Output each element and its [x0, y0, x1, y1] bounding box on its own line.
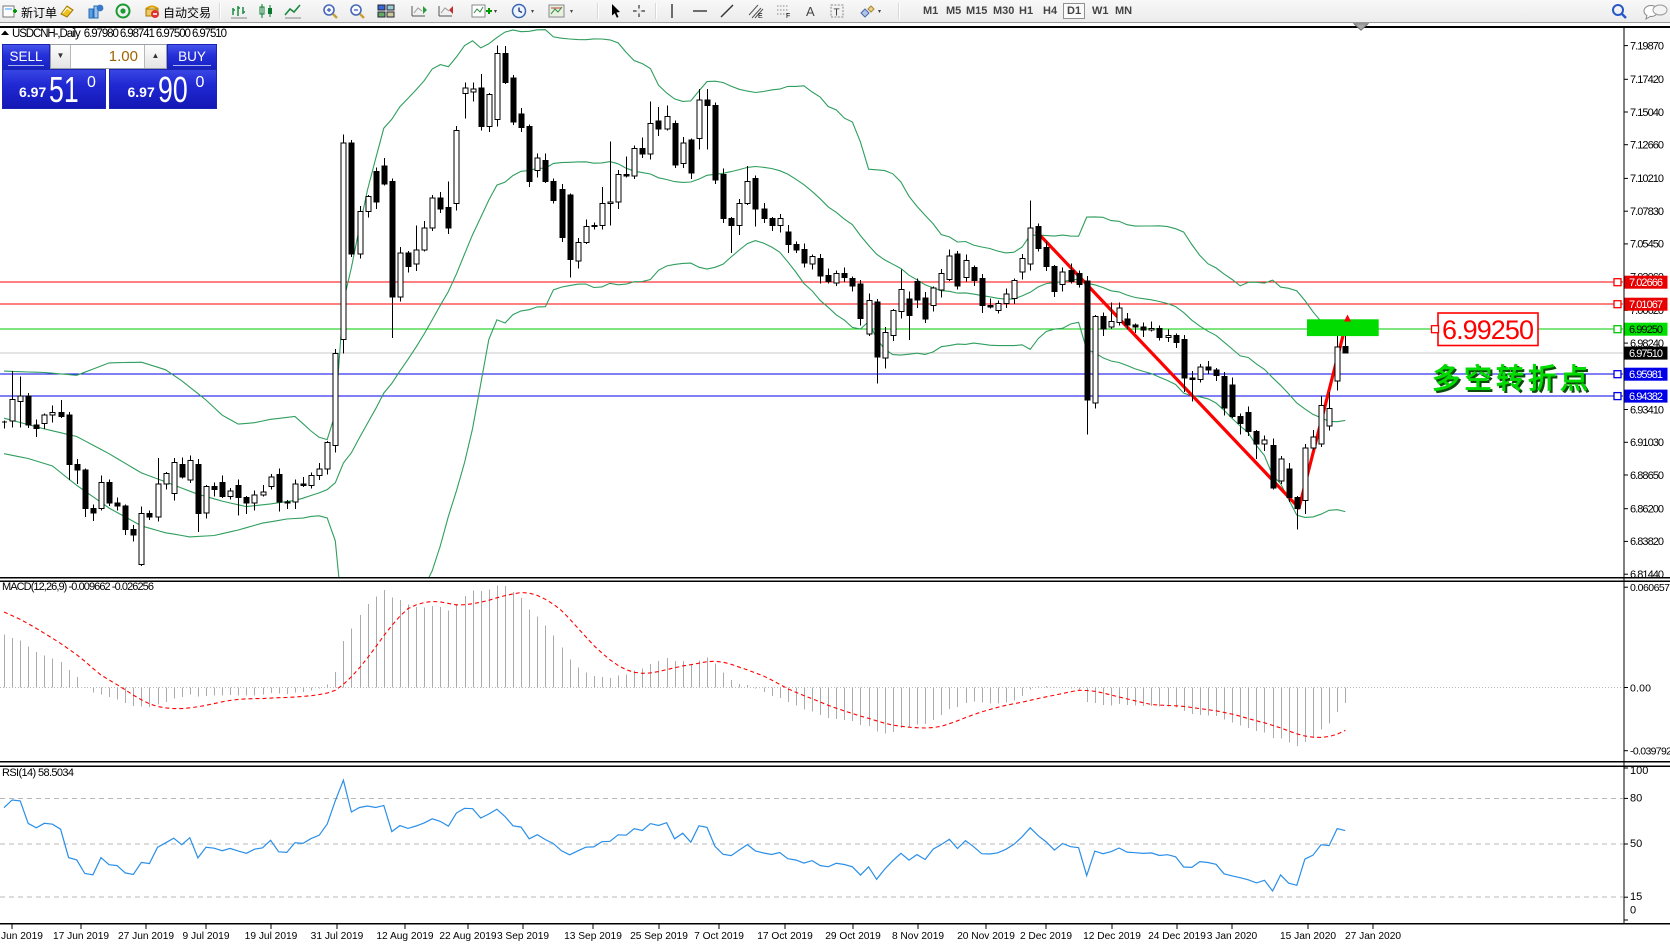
svg-text:F: F: [786, 13, 790, 19]
svg-text:6.97510: 6.97510: [1629, 348, 1663, 360]
svg-text:7 Oct 2019: 7 Oct 2019: [694, 931, 744, 942]
svg-text:6.88650: 6.88650: [1630, 470, 1664, 482]
svg-text:0.060657: 0.060657: [1630, 582, 1670, 594]
svg-text:7.05450: 7.05450: [1630, 239, 1664, 251]
svg-text:12 Aug 2019: 12 Aug 2019: [376, 931, 434, 942]
svg-text:17 Oct 2019: 17 Oct 2019: [757, 931, 813, 942]
svg-text:8 Nov 2019: 8 Nov 2019: [892, 931, 944, 942]
svg-text:9 Jul 2019: 9 Jul 2019: [182, 931, 229, 942]
svg-text:27 Jan 2020: 27 Jan 2020: [1345, 931, 1401, 942]
svg-text:19 Jul 2019: 19 Jul 2019: [245, 931, 298, 942]
svg-text:6.95981: 6.95981: [1629, 369, 1663, 381]
svg-text:7.15040: 7.15040: [1630, 107, 1664, 119]
svg-text:6.83820: 6.83820: [1630, 536, 1664, 548]
svg-text:A: A: [806, 4, 815, 19]
svg-text:6.91030: 6.91030: [1630, 437, 1664, 449]
svg-text:15: 15: [1630, 891, 1642, 903]
svg-text:27 Jun 2019: 27 Jun 2019: [118, 931, 174, 942]
svg-text:Jun 2019: Jun 2019: [1, 931, 43, 942]
svg-text:3 Sep 2019: 3 Sep 2019: [497, 931, 549, 942]
svg-text:7.19870: 7.19870: [1630, 40, 1664, 52]
svg-text:15 Jan 2020: 15 Jan 2020: [1280, 931, 1336, 942]
svg-text:6.86200: 6.86200: [1630, 504, 1664, 516]
svg-text:E: E: [758, 13, 763, 19]
svg-text:25 Sep 2019: 25 Sep 2019: [630, 931, 688, 942]
svg-text:多空转折点: 多空转折点: [1432, 362, 1592, 394]
svg-text:7.12660: 7.12660: [1630, 140, 1664, 152]
svg-text:6.81440: 6.81440: [1630, 569, 1664, 581]
svg-text:0.00: 0.00: [1630, 682, 1651, 694]
svg-text:12 Dec 2019: 12 Dec 2019: [1083, 931, 1141, 942]
svg-text:24 Dec 2019: 24 Dec 2019: [1148, 931, 1206, 942]
svg-text:7.07830: 7.07830: [1630, 206, 1664, 218]
svg-text:7.01067: 7.01067: [1629, 299, 1663, 311]
svg-text:2 Dec 2019: 2 Dec 2019: [1020, 931, 1072, 942]
svg-text:7.17420: 7.17420: [1630, 74, 1664, 86]
svg-text:6.99250: 6.99250: [1629, 324, 1663, 336]
svg-text:MACD(12,26,9) -0.009662 -0.026: MACD(12,26,9) -0.009662 -0.026256: [2, 581, 154, 593]
svg-text:6.94382: 6.94382: [1629, 391, 1663, 403]
svg-text:6.99250: 6.99250: [1442, 315, 1534, 345]
svg-text:多空转折点: 多空转折点: [1434, 364, 1594, 396]
svg-text:RSI(14) 58.5034: RSI(14) 58.5034: [2, 767, 74, 779]
svg-text:-0.039792: -0.039792: [1630, 746, 1670, 758]
svg-text:3 Jan 2020: 3 Jan 2020: [1207, 931, 1258, 942]
svg-text:USDCNH-,Daily 6.97980 6.98741: USDCNH-,Daily 6.97980 6.98741 6.97500 6.…: [12, 28, 227, 40]
svg-text:17 Jun 2019: 17 Jun 2019: [53, 931, 109, 942]
svg-text:31 Jul 2019: 31 Jul 2019: [311, 931, 364, 942]
svg-text:80: 80: [1630, 793, 1642, 805]
svg-text:13 Sep 2019: 13 Sep 2019: [564, 931, 622, 942]
svg-text:7.02666: 7.02666: [1629, 277, 1663, 289]
svg-text:100: 100: [1630, 765, 1648, 777]
svg-text:29 Oct 2019: 29 Oct 2019: [825, 931, 881, 942]
svg-text:22 Aug 2019: 22 Aug 2019: [439, 931, 497, 942]
svg-text:0: 0: [1630, 905, 1636, 917]
svg-text:6.93410: 6.93410: [1630, 404, 1664, 416]
svg-text:20 Nov 2019: 20 Nov 2019: [957, 931, 1015, 942]
svg-text:T: T: [834, 8, 840, 19]
svg-text:50: 50: [1630, 838, 1642, 850]
svg-text:7.10210: 7.10210: [1630, 173, 1664, 185]
